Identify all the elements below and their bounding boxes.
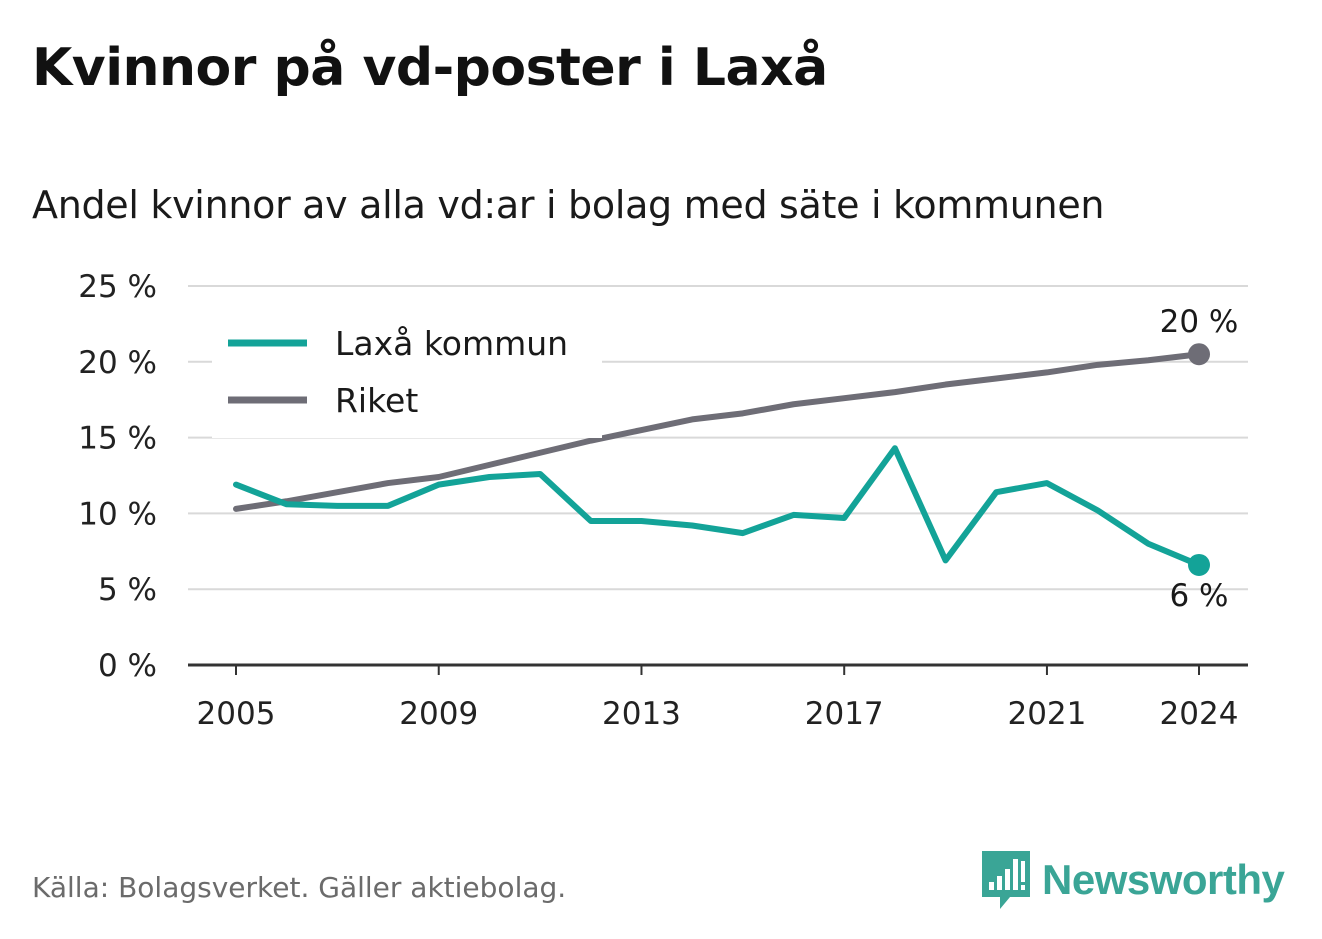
end-marker [1188, 343, 1210, 366]
y-tick-label: 5 % [98, 572, 157, 608]
series-line-laxa [233, 445, 1202, 568]
end-marker [1188, 553, 1210, 576]
brand-name: Newsworthy [1042, 856, 1285, 903]
legend: Laxå kommun Riket [212, 318, 602, 438]
x-tick-label: 2005 [197, 696, 276, 732]
legend-label: Riket [335, 381, 418, 420]
x-tick-label: 2013 [602, 696, 681, 732]
y-tick-label: 0 % [98, 648, 157, 684]
legend-label: Laxå kommun [335, 324, 568, 363]
chart-title: Kvinnor på vd-poster i Laxå [32, 38, 828, 98]
y-tick-label: 25 % [78, 269, 157, 305]
series-lines [233, 351, 1202, 568]
chart-subtitle: Andel kvinnor av alla vd:ar i bolag med … [32, 183, 1105, 227]
end-markers: 20 % 6 % [1160, 304, 1239, 614]
end-value-label: 20 % [1160, 304, 1239, 340]
bar-chart-speech-bubble-icon [982, 851, 1030, 909]
y-tick-label: 10 % [78, 496, 157, 532]
series-line-riket [233, 351, 1202, 512]
y-axis-ticks: 0 % 5 % 10 % 15 % 20 % 25 % [78, 269, 157, 684]
x-tick-label: 2024 [1160, 696, 1239, 732]
y-tick-label: 20 % [78, 345, 157, 381]
end-value-label: 6 % [1169, 578, 1228, 614]
brand-logo: Newsworthy [980, 848, 1285, 912]
x-axis: 2005 2009 2013 2017 2021 2024 [188, 663, 1248, 732]
x-tick-label: 2017 [805, 696, 884, 732]
x-tick-label: 2021 [1007, 696, 1086, 732]
x-tick-label: 2009 [399, 696, 478, 732]
y-tick-label: 15 % [78, 421, 157, 457]
legend-background [212, 318, 602, 438]
source-note: Källa: Bolagsverket. Gäller aktiebolag. [32, 871, 567, 904]
